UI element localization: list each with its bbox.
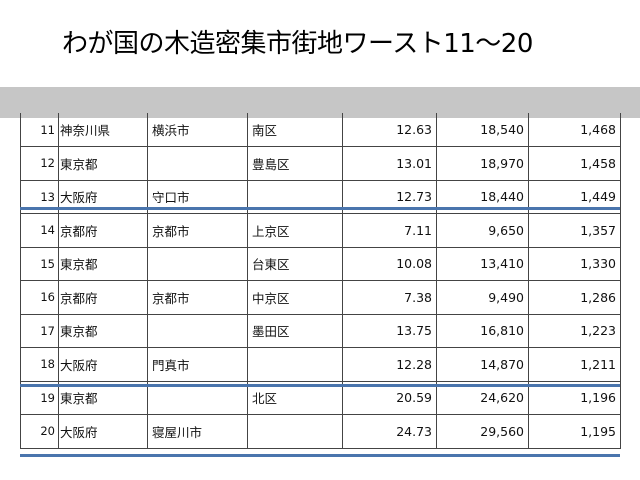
ward-cell: 台東区: [247, 246, 343, 281]
prefecture-cell: 大阪府: [58, 347, 148, 382]
rank-cell: 11: [20, 113, 59, 147]
ward-cell: 上京区: [247, 213, 343, 248]
highlight-line-after-18: [20, 384, 620, 387]
prefecture-cell: 東京都: [58, 313, 148, 348]
ward-cell: [247, 414, 343, 449]
area-cell: 7.38: [342, 280, 437, 315]
table-row: 12 東京都 豊島区 13.01 18,970 1,458: [20, 146, 621, 181]
prefecture-cell: 京都府: [58, 280, 148, 315]
table-row: 11 神奈川県 横浜市 南区 12.63 18,540 1,468: [20, 113, 621, 147]
population-cell: 18,540: [436, 113, 529, 147]
highlight-line-after-13: [20, 207, 620, 210]
city-cell: 京都市: [147, 280, 248, 315]
population-cell: 16,810: [436, 313, 529, 348]
header-band: [0, 87, 640, 118]
density-cell: 1,195: [528, 414, 621, 449]
area-cell: 12.28: [342, 347, 437, 382]
table-row: 15 東京都 台東区 10.08 13,410 1,330: [20, 246, 621, 281]
city-cell: 京都市: [147, 213, 248, 248]
density-cell: 1,468: [528, 113, 621, 147]
ranking-table: 11 神奈川県 横浜市 南区 12.63 18,540 1,468 12 東京都 豊島区 13.01…: [20, 113, 621, 449]
city-cell: [147, 313, 248, 348]
rank-cell: 17: [20, 313, 59, 348]
prefecture-cell: 神奈川県: [58, 113, 148, 147]
table-row: 16 京都府 京都市 中京区 7.38 9,490 1,286: [20, 280, 621, 315]
density-cell: 1,223: [528, 313, 621, 348]
slide-title: わが国の木造密集市街地ワースト11〜20: [62, 29, 533, 59]
prefecture-cell: 東京都: [58, 246, 148, 281]
table-row: 18 大阪府 門真市 12.28 14,870 1,211: [20, 347, 621, 382]
population-cell: 9,650: [436, 213, 529, 248]
ward-cell: 南区: [247, 113, 343, 147]
table-row: 14 京都府 京都市 上京区 7.11 9,650 1,357: [20, 213, 621, 248]
rank-cell: 14: [20, 213, 59, 248]
prefecture-cell: 東京都: [58, 146, 148, 181]
city-cell: 寝屋川市: [147, 414, 248, 449]
rank-cell: 18: [20, 347, 59, 382]
prefecture-cell: 大阪府: [58, 414, 148, 449]
ward-cell: 墨田区: [247, 313, 343, 348]
area-cell: 13.75: [342, 313, 437, 348]
density-cell: 1,330: [528, 246, 621, 281]
rank-cell: 12: [20, 146, 59, 181]
ward-cell: 豊島区: [247, 146, 343, 181]
population-cell: 14,870: [436, 347, 529, 382]
ranking-table-container: 11 神奈川県 横浜市 南区 12.63 18,540 1,468 12 東京都 豊島区 13.01…: [20, 113, 621, 459]
table-row: 17 東京都 墨田区 13.75 16,810 1,223: [20, 313, 621, 348]
density-cell: 1,357: [528, 213, 621, 248]
city-cell: [147, 146, 248, 181]
rank-cell: 16: [20, 280, 59, 315]
highlight-line-after-20: [20, 454, 620, 457]
density-cell: 1,211: [528, 347, 621, 382]
city-cell: 横浜市: [147, 113, 248, 147]
population-cell: 29,560: [436, 414, 529, 449]
table-body: 11 神奈川県 横浜市 南区 12.63 18,540 1,468 12 東京都 豊島区 13.01…: [20, 113, 621, 449]
city-cell: [147, 246, 248, 281]
ward-cell: 中京区: [247, 280, 343, 315]
area-cell: 13.01: [342, 146, 437, 181]
rank-cell: 20: [20, 414, 59, 449]
table-row: 20 大阪府 寝屋川市 24.73 29,560 1,195: [20, 414, 621, 449]
rank-cell: 15: [20, 246, 59, 281]
area-cell: 12.63: [342, 113, 437, 147]
population-cell: 13,410: [436, 246, 529, 281]
population-cell: 18,970: [436, 146, 529, 181]
area-cell: 7.11: [342, 213, 437, 248]
density-cell: 1,458: [528, 146, 621, 181]
density-cell: 1,286: [528, 280, 621, 315]
area-cell: 24.73: [342, 414, 437, 449]
population-cell: 9,490: [436, 280, 529, 315]
city-cell: 門真市: [147, 347, 248, 382]
prefecture-cell: 京都府: [58, 213, 148, 248]
ward-cell: [247, 347, 343, 382]
area-cell: 10.08: [342, 246, 437, 281]
